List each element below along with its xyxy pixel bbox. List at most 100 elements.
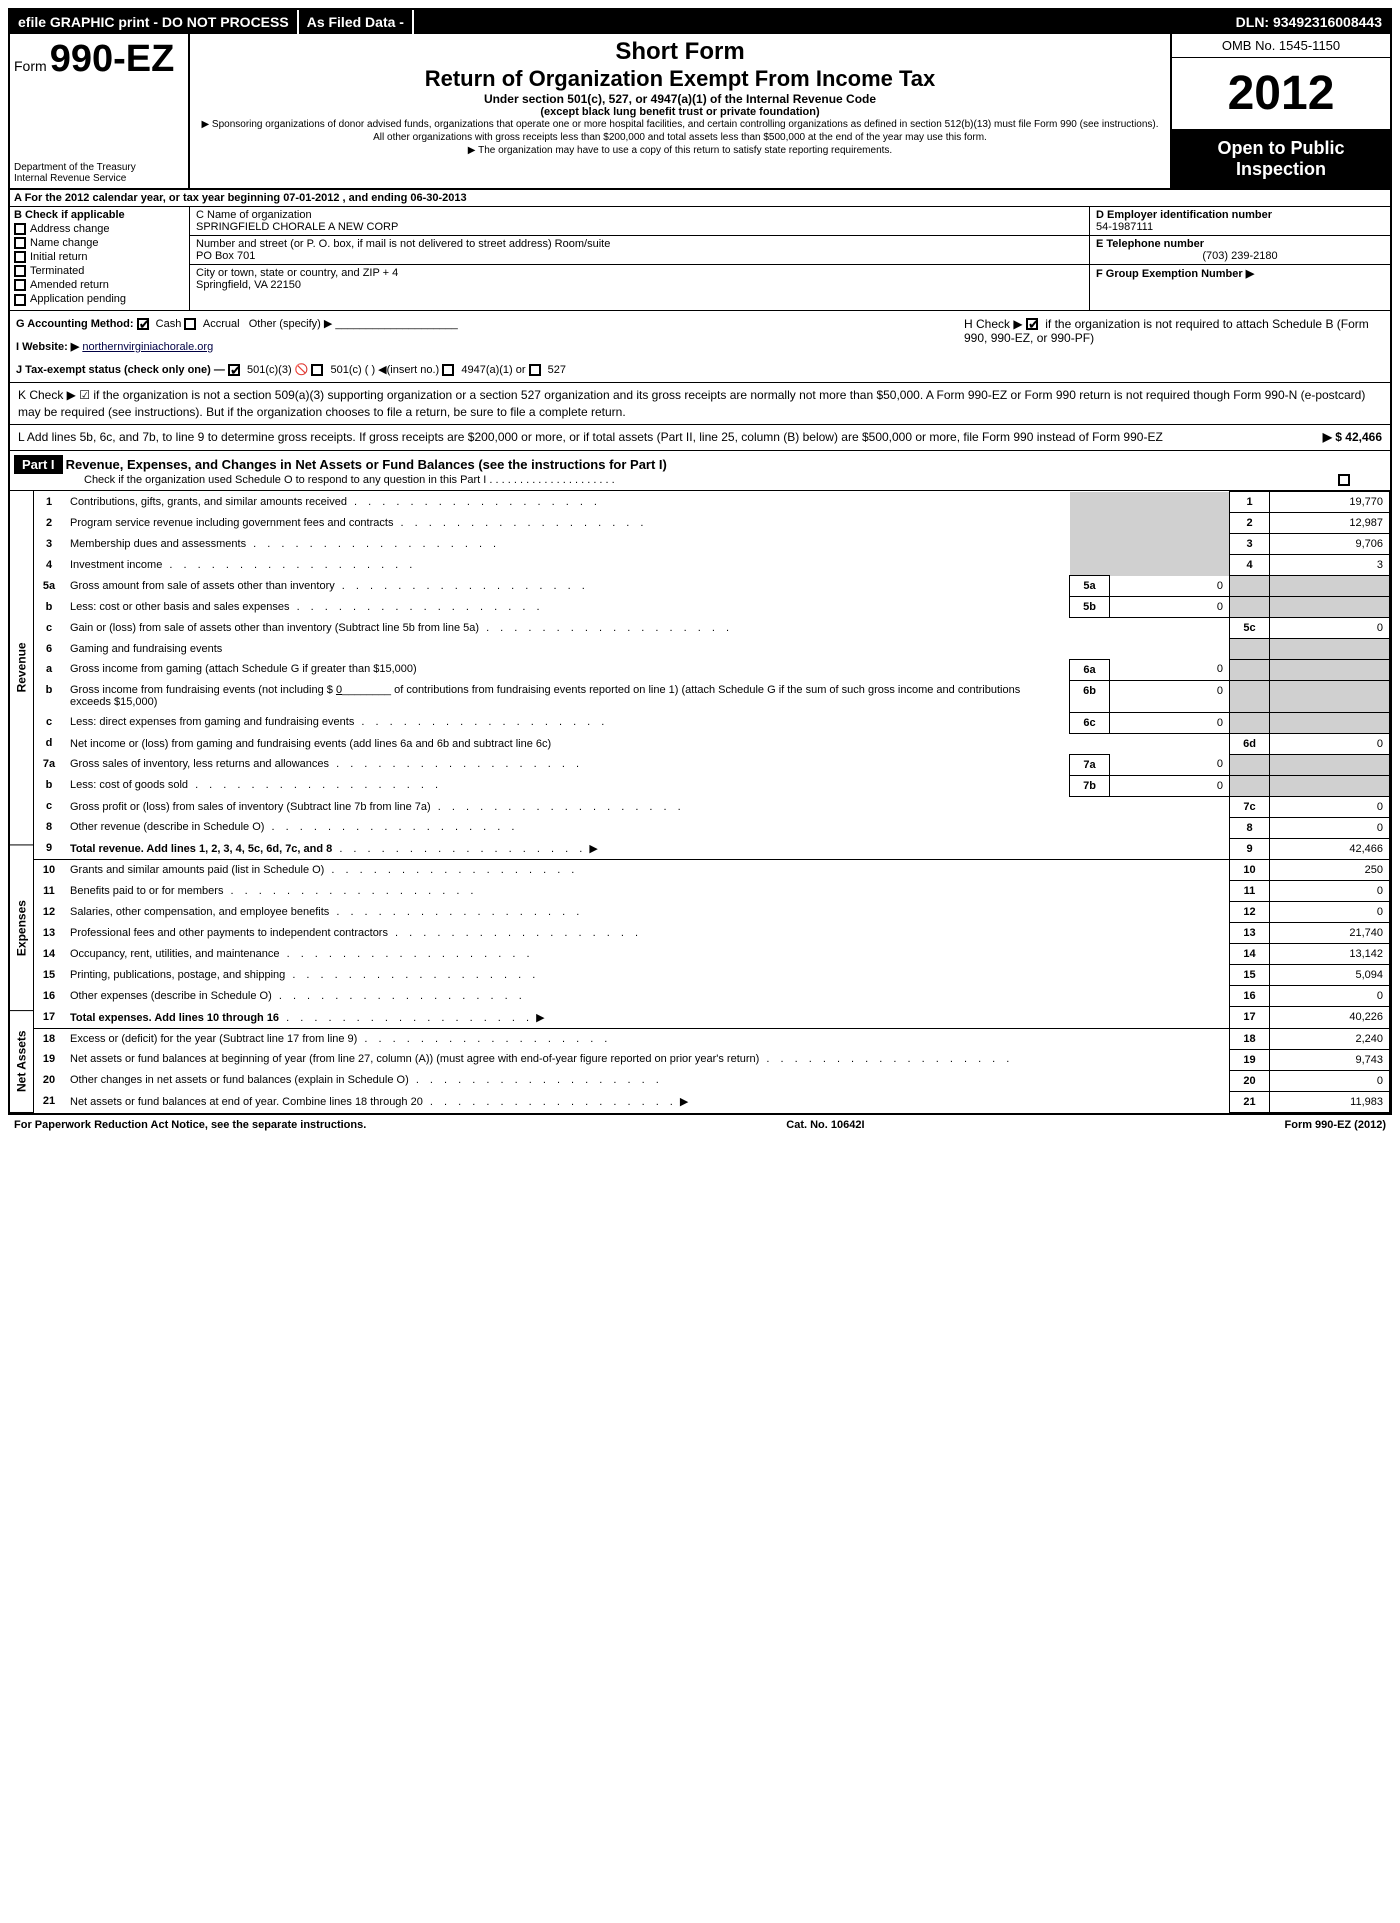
cat-no: Cat. No. 10642I — [786, 1119, 864, 1131]
form-container: efile GRAPHIC print - DO NOT PROCESS As … — [8, 8, 1392, 1115]
dept-treasury: Department of the Treasury — [14, 162, 184, 173]
k-para: K Check ▶ ☑ if the organization is not a… — [10, 383, 1390, 426]
return-title: Return of Organization Exempt From Incom… — [198, 66, 1162, 92]
g-label: G Accounting Method: — [16, 318, 134, 330]
c-name-label: C Name of organization — [196, 209, 1083, 221]
table-row: aGross income from gaming (attach Schedu… — [34, 659, 1390, 680]
chk-address[interactable] — [14, 223, 26, 235]
table-row: 14Occupancy, rent, utilities, and mainte… — [34, 944, 1390, 965]
except-line: (except black lung benefit trust or priv… — [198, 106, 1162, 118]
table-row: 15Printing, publications, postage, and s… — [34, 965, 1390, 986]
e-label: E Telephone number — [1096, 238, 1204, 250]
line-table: 1Contributions, gifts, grants, and simil… — [34, 491, 1390, 1113]
table-row: dNet income or (loss) from gaming and fu… — [34, 733, 1390, 754]
side-netassets: Net Assets — [10, 1011, 33, 1113]
table-row: 10Grants and similar amounts paid (list … — [34, 860, 1390, 881]
l-para: L Add lines 5b, 6c, and 7b, to line 9 to… — [10, 425, 1390, 451]
table-row: 4Investment income43 — [34, 555, 1390, 576]
part1-label: Part I — [14, 455, 63, 474]
part1-header: Part I Revenue, Expenses, and Changes in… — [10, 451, 1390, 491]
c-street: PO Box 701 — [196, 250, 1083, 262]
table-row: 6Gaming and fundraising events — [34, 639, 1390, 660]
d-label: D Employer identification number — [1096, 209, 1272, 221]
table-row: bGross income from fundraising events (n… — [34, 680, 1390, 712]
l-amount: ▶ $ 42,466 — [1323, 429, 1382, 446]
dln-label: DLN: 93492316008443 — [1228, 10, 1390, 34]
table-row: 3Membership dues and assessments39,706 — [34, 534, 1390, 555]
satisfy-line: ▶ The organization may have to use a cop… — [198, 144, 1162, 157]
lines-section: Revenue Expenses Net Assets 1Contributio… — [10, 491, 1390, 1113]
part1-check: Check if the organization used Schedule … — [84, 474, 615, 486]
table-row: 8Other revenue (describe in Schedule O)8… — [34, 817, 1390, 838]
form-prefix: Form — [14, 58, 47, 74]
c-city-label: City or town, state or country, and ZIP … — [196, 267, 1083, 279]
table-row: 9Total revenue. Add lines 1, 2, 3, 4, 5c… — [34, 838, 1390, 860]
table-row: 1Contributions, gifts, grants, and simil… — [34, 492, 1390, 513]
chk-amended[interactable] — [14, 279, 26, 291]
omb-number: OMB No. 1545-1150 — [1172, 34, 1390, 58]
form-number: 990-EZ — [50, 38, 175, 80]
table-row: 19Net assets or fund balances at beginni… — [34, 1049, 1390, 1070]
irs: Internal Revenue Service — [14, 173, 184, 184]
g-h-row: G Accounting Method: Cash Accrual Other … — [10, 311, 1390, 383]
top-bar: efile GRAPHIC print - DO NOT PROCESS As … — [10, 10, 1390, 34]
c-street-label: Number and street (or P. O. box, if mail… — [196, 238, 1083, 250]
h-post: if the organization is not required to a… — [964, 317, 1369, 345]
header-left: Form 990-EZ Department of the Treasury I… — [10, 34, 190, 188]
chk-name[interactable] — [14, 237, 26, 249]
header-right: OMB No. 1545-1150 2012 Open to Public In… — [1170, 34, 1390, 188]
table-row: 16Other expenses (describe in Schedule O… — [34, 986, 1390, 1007]
part1-title: Revenue, Expenses, and Changes in Net As… — [66, 457, 667, 472]
side-revenue: Revenue — [10, 491, 33, 845]
h-pre: H Check ▶ — [964, 317, 1023, 331]
open-public: Open to Public Inspection — [1172, 130, 1390, 188]
table-row: bLess: cost of goods sold7b0 — [34, 775, 1390, 796]
short-form: Short Form — [198, 38, 1162, 66]
header-row: Form 990-EZ Department of the Treasury I… — [10, 34, 1390, 190]
chk-part1-scho[interactable] — [1338, 474, 1350, 486]
chk-pending[interactable] — [14, 294, 26, 306]
table-row: 20Other changes in net assets or fund ba… — [34, 1070, 1390, 1091]
section-bcd: B Check if applicable Address change Nam… — [10, 207, 1390, 311]
j-label: J Tax-exempt status (check only one) — — [16, 364, 225, 376]
col-c: C Name of organization SPRINGFIELD CHORA… — [190, 207, 1090, 310]
c-name: SPRINGFIELD CHORALE A NEW CORP — [196, 221, 1083, 233]
table-row: 12Salaries, other compensation, and empl… — [34, 902, 1390, 923]
table-row: cLess: direct expenses from gaming and f… — [34, 712, 1390, 733]
side-labels: Revenue Expenses Net Assets — [10, 491, 34, 1113]
table-row: 18Excess or (deficit) for the year (Subt… — [34, 1028, 1390, 1049]
chk-4947[interactable] — [442, 364, 454, 376]
asfiled-label: As Filed Data - — [299, 10, 414, 34]
table-row: 2Program service revenue including gover… — [34, 513, 1390, 534]
col-d: D Employer identification number 54-1987… — [1090, 207, 1390, 310]
header-center: Short Form Return of Organization Exempt… — [190, 34, 1170, 188]
footer: For Paperwork Reduction Act Notice, see … — [8, 1115, 1392, 1135]
chk-527[interactable] — [529, 364, 541, 376]
chk-initial[interactable] — [14, 251, 26, 263]
table-row: cGross profit or (loss) from sales of in… — [34, 796, 1390, 817]
side-expenses: Expenses — [10, 846, 33, 1011]
table-row: 17Total expenses. Add lines 10 through 1… — [34, 1007, 1390, 1029]
chk-501c3[interactable] — [228, 364, 240, 376]
chk-accrual[interactable] — [184, 318, 196, 330]
chk-h[interactable] — [1026, 318, 1038, 330]
e-phone: (703) 239-2180 — [1096, 250, 1384, 262]
efile-label: efile GRAPHIC print - DO NOT PROCESS — [10, 10, 299, 34]
tax-year: 2012 — [1172, 58, 1390, 130]
i-label: I Website: ▶ — [16, 341, 79, 353]
table-row: 11Benefits paid to or for members110 — [34, 881, 1390, 902]
under-section: Under section 501(c), 527, or 4947(a)(1)… — [198, 92, 1162, 106]
col-b: B Check if applicable Address change Nam… — [10, 207, 190, 310]
table-row: 13Professional fees and other payments t… — [34, 923, 1390, 944]
row-a-text: A For the 2012 calendar year, or tax yea… — [14, 192, 467, 204]
chk-501c[interactable] — [311, 364, 323, 376]
d-ein: 54-1987111 — [1096, 221, 1153, 233]
table-row: 5aGross amount from sale of assets other… — [34, 576, 1390, 597]
website-link[interactable]: northernvirginiachorale.org — [82, 341, 213, 353]
sponsor-line: ▶ Sponsoring organizations of donor advi… — [198, 118, 1162, 144]
f-label: F Group Exemption Number ▶ — [1096, 268, 1254, 280]
chk-cash[interactable] — [137, 318, 149, 330]
table-row: bLess: cost or other basis and sales exp… — [34, 597, 1390, 618]
paperwork-notice: For Paperwork Reduction Act Notice, see … — [14, 1119, 366, 1131]
chk-terminated[interactable] — [14, 265, 26, 277]
